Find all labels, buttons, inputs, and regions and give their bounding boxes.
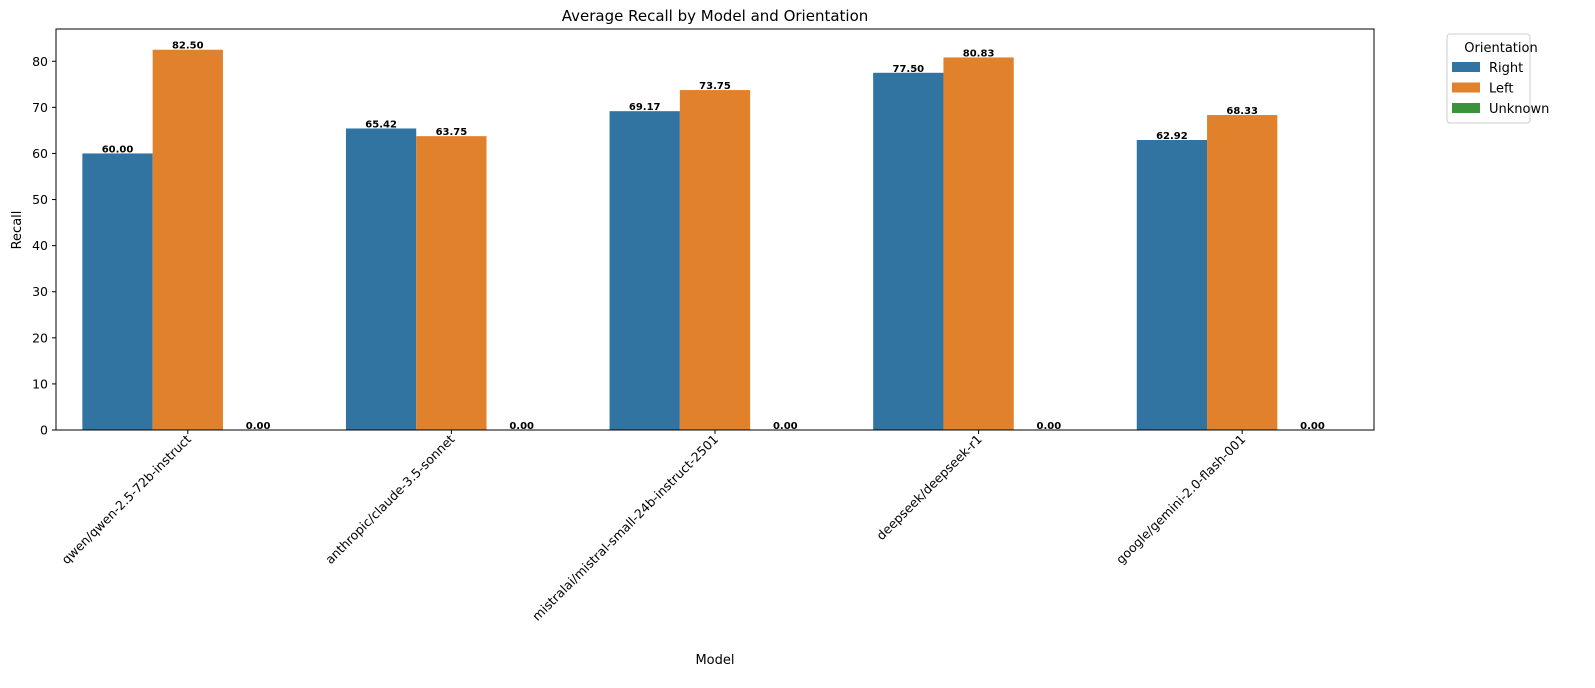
bar-value-label: 0.00 [246, 421, 271, 432]
bar-value-label: 0.00 [509, 421, 534, 432]
bar-value-label: 77.50 [892, 64, 924, 75]
y-tick-label: 70 [32, 100, 48, 115]
bar-value-label: 68.33 [1226, 106, 1258, 117]
x-axis-label: Model [695, 653, 734, 668]
legend: Orientation Right Left Unknown [1446, 33, 1549, 124]
bar-left-4 [1207, 115, 1278, 431]
y-tick-label: 10 [32, 376, 48, 391]
y-tick-label: 0 [40, 423, 48, 438]
bar-left-3 [943, 57, 1014, 430]
bar-value-label: 80.83 [963, 48, 995, 59]
bar-value-label: 82.50 [172, 41, 204, 52]
bar-right-2 [609, 111, 680, 431]
legend-swatch-right [1452, 62, 1480, 72]
y-axis-label: Recall [10, 211, 25, 250]
legend-swatch-unknown [1452, 103, 1480, 113]
bar-left-2 [679, 90, 751, 430]
bar-value-label: 0.00 [1300, 421, 1325, 432]
bar-right-4 [1136, 139, 1208, 431]
chart-title: Average Recall by Model and Orientation [562, 7, 869, 25]
y-axis: 0 10 20 30 40 50 60 70 80 [32, 54, 56, 438]
legend-swatch-left [1452, 82, 1480, 93]
bar-left-1 [416, 136, 487, 430]
y-tick-label: 50 [32, 192, 48, 207]
bar-value-label: 0.00 [773, 421, 798, 432]
legend-label-left: Left [1489, 82, 1513, 97]
bar-value-label: 65.42 [365, 119, 397, 130]
y-tick-label: 20 [32, 330, 48, 345]
bar-right-3 [873, 72, 944, 430]
bar-left-0 [152, 49, 223, 431]
y-tick-label: 40 [32, 238, 48, 253]
plot-frame [55, 28, 1375, 431]
legend-box [1446, 33, 1531, 124]
bars-group [82, 49, 1278, 431]
bar-value-label: 0.00 [1037, 421, 1062, 432]
bar-value-label: 60.00 [102, 144, 134, 155]
legend-label-unknown: Unknown [1489, 102, 1549, 117]
bar-labels-group: 60.00 82.50 0.00 65.42 63.75 0.00 69.17 73.75 0.… [102, 41, 1325, 432]
bar-value-label: 63.75 [436, 127, 468, 138]
y-tick-label: 30 [32, 284, 48, 299]
bar-right-0 [82, 153, 153, 430]
legend-label-right: Right [1489, 61, 1523, 76]
bar-value-label: 73.75 [699, 81, 731, 92]
y-tick-label: 80 [32, 54, 48, 69]
bar-value-label: 62.92 [1156, 131, 1188, 142]
y-tick-label: 60 [32, 146, 48, 161]
legend-title: Orientation [1464, 41, 1537, 56]
bar-right-1 [345, 128, 417, 430]
bar-value-label: 69.17 [629, 102, 661, 113]
